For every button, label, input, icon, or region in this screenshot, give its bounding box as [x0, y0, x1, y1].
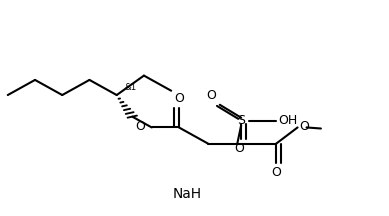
Text: O: O [206, 89, 216, 102]
Text: O: O [271, 166, 281, 179]
Text: O: O [234, 142, 244, 155]
Text: O: O [135, 120, 145, 133]
Text: &1: &1 [124, 83, 137, 92]
Text: NaH: NaH [172, 187, 201, 201]
Text: OH: OH [278, 114, 297, 127]
Text: S: S [237, 114, 245, 127]
Text: O: O [174, 92, 184, 105]
Text: O: O [299, 120, 309, 133]
